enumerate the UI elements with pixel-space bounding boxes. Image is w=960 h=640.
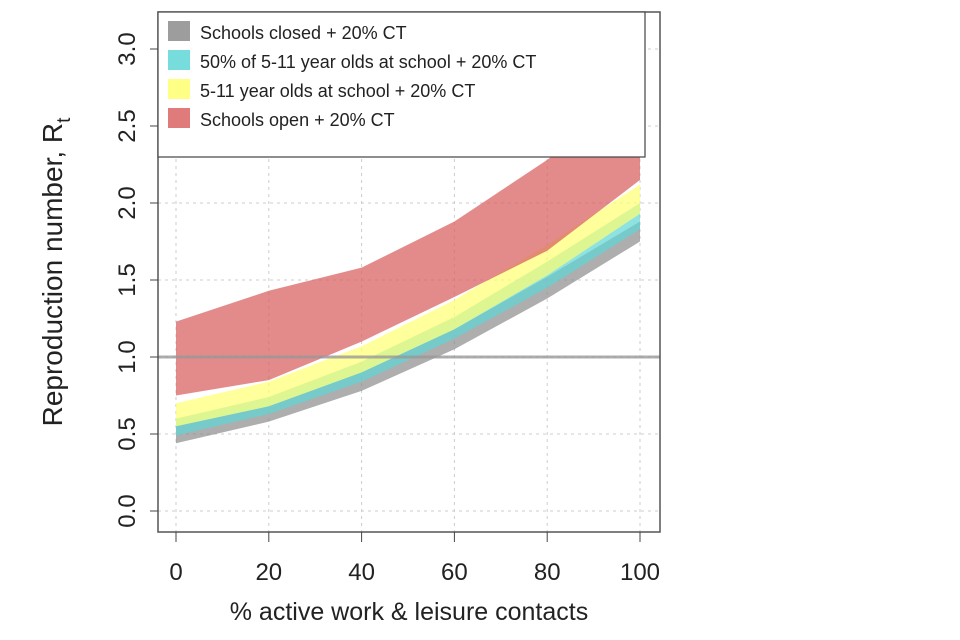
y-axis-label-sub: t [54, 117, 75, 123]
y-tick-label: 0.0 [114, 494, 141, 527]
x-tick-label: 40 [348, 559, 375, 586]
x-tick-label: 0 [169, 559, 182, 586]
y-tick-label: 0.5 [114, 417, 141, 450]
x-tick-label: 100 [620, 559, 660, 586]
x-tick-label: 80 [534, 559, 561, 586]
y-tick-label: 2.5 [114, 109, 141, 142]
legend-label: Schools open + 20% CT [200, 110, 395, 130]
y-axis: 0.0 0.5 1.0 1.5 2.0 2.5 3.0 [114, 32, 158, 528]
x-axis-label: % active work & leisure contacts [230, 598, 588, 626]
legend-box [157, 11, 646, 158]
legend-swatch [168, 108, 190, 128]
legend: Schools closed + 20% CT 50% of 5-11 year … [157, 11, 646, 158]
band-schools-open-20-ct [176, 87, 640, 396]
legend-label: Schools closed + 20% CT [200, 23, 407, 43]
legend-swatch [168, 79, 190, 99]
y-axis-label: Reproduction number, Rt [37, 117, 75, 427]
legend-swatch [168, 21, 190, 41]
legend-label: 50% of 5-11 year olds at school + 20% CT [200, 52, 536, 72]
x-tick-label: 60 [441, 559, 468, 586]
y-tick-label: 1.0 [114, 340, 141, 373]
x-tick-label: 20 [255, 559, 282, 586]
bands [176, 87, 640, 444]
y-tick-label: 3.0 [114, 32, 141, 65]
y-tick-label: 1.5 [114, 263, 141, 296]
band-5-11-year-olds-at-school-20-ct [176, 184, 640, 427]
legend-label: 5-11 year olds at school + 20% CT [200, 81, 475, 101]
legend-swatch [168, 50, 190, 70]
y-tick-label: 2.0 [114, 186, 141, 219]
y-axis-label-main: Reproduction number, R [37, 123, 68, 427]
x-axis: 0 20 40 60 80 100 [169, 532, 660, 586]
